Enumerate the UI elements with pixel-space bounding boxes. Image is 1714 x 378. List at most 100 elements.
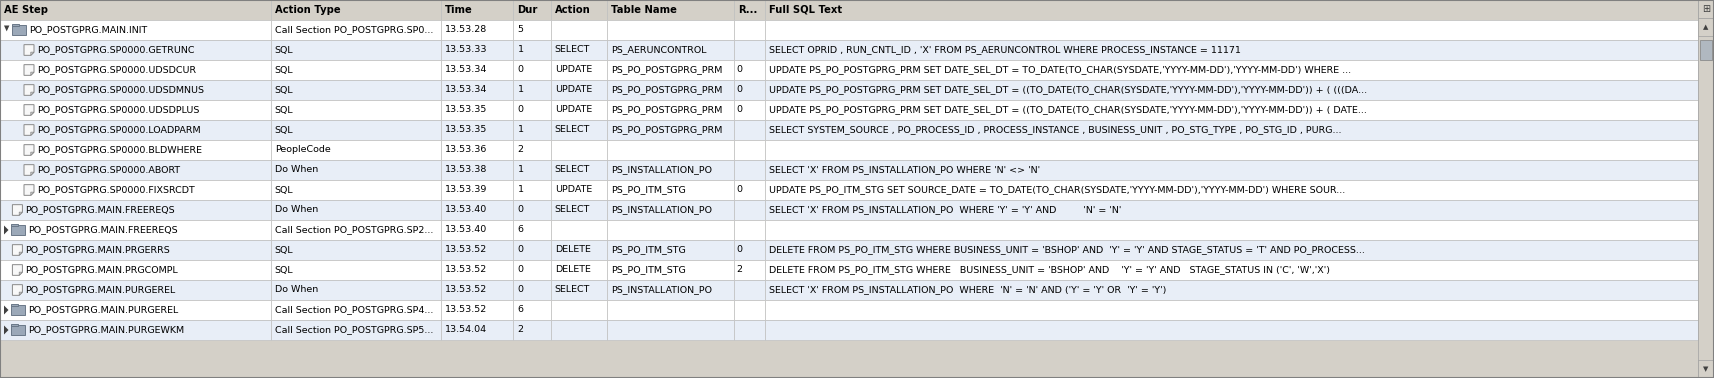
Bar [271,160,440,180]
Bar [440,200,514,220]
Text: AE Step: AE Step [3,5,48,15]
Bar [734,20,764,40]
Bar [550,0,607,20]
Text: 13.53.39: 13.53.39 [444,186,487,195]
Bar [271,180,440,200]
Bar [607,180,734,200]
Bar [440,160,514,180]
Text: SQL: SQL [274,65,293,74]
Text: SELECT 'X' FROM PS_INSTALLATION_PO WHERE 'N' <> 'N': SELECT 'X' FROM PS_INSTALLATION_PO WHERE… [770,166,1040,175]
Bar [550,20,607,40]
Text: PS_AERUNCONTROL: PS_AERUNCONTROL [612,45,706,54]
Bar [514,0,550,20]
Text: UPDATE PS_PO_POSTGPRG_PRM SET DATE_SEL_DT = ((TO_DATE(TO_CHAR(SYSDATE,'YYYY-MM-D: UPDATE PS_PO_POSTGPRG_PRM SET DATE_SEL_D… [770,105,1368,115]
Text: SQL: SQL [274,125,293,135]
Text: 0: 0 [737,245,742,254]
Text: PO_POSTGPRG.MAIN.FREEREQS: PO_POSTGPRG.MAIN.FREEREQS [29,226,178,234]
Polygon shape [31,172,34,175]
Bar [440,300,514,320]
Text: ▲: ▲ [1704,24,1709,30]
Polygon shape [24,85,34,95]
Text: 0: 0 [737,85,742,94]
Bar [550,60,607,80]
Bar [734,40,764,60]
Bar [764,320,1699,340]
Text: 2: 2 [737,265,742,274]
Bar [550,280,607,300]
Text: UPDATE PS_PO_POSTGPRG_PRM SET DATE_SEL_DT = TO_DATE(TO_CHAR(SYSDATE,'YYYY-MM-DD': UPDATE PS_PO_POSTGPRG_PRM SET DATE_SEL_D… [770,65,1351,74]
Text: SQL: SQL [274,85,293,94]
Bar [514,160,550,180]
Polygon shape [24,145,34,155]
Text: UPDATE: UPDATE [555,186,591,195]
Bar [514,320,550,340]
Bar [734,140,764,160]
Polygon shape [3,226,9,234]
Polygon shape [24,45,34,55]
Text: ⊞: ⊞ [1702,4,1711,14]
Text: SELECT: SELECT [555,125,590,135]
Text: 13.53.52: 13.53.52 [444,265,487,274]
Bar [764,200,1699,220]
Polygon shape [31,52,34,55]
Polygon shape [19,272,22,275]
Bar [271,240,440,260]
Bar [440,260,514,280]
Text: Call Section PO_POSTGPRG.SP4...: Call Section PO_POSTGPRG.SP4... [274,305,434,314]
Bar [271,60,440,80]
Bar [550,260,607,280]
Polygon shape [19,252,22,255]
Bar [440,280,514,300]
Polygon shape [31,132,34,135]
Bar [607,260,734,280]
Bar [514,100,550,120]
Bar [514,120,550,140]
Text: PO_POSTGPRG.SP0000.ABORT: PO_POSTGPRG.SP0000.ABORT [38,166,180,175]
Text: 13.53.52: 13.53.52 [444,245,487,254]
Bar [734,240,764,260]
Text: PO_POSTGPRG.MAIN.PRGCOMPL: PO_POSTGPRG.MAIN.PRGCOMPL [26,265,178,274]
Bar [607,100,734,120]
Bar [12,224,17,226]
Text: SELECT: SELECT [555,206,590,214]
Text: Action: Action [555,5,591,15]
Text: PS_PO_POSTGPRG_PRM: PS_PO_POSTGPRG_PRM [612,85,723,94]
Bar [0,300,271,320]
Bar [764,80,1699,100]
Bar [550,180,607,200]
Bar [0,120,271,140]
Bar [550,140,607,160]
Bar [440,140,514,160]
Bar [271,20,440,40]
Text: 0: 0 [518,285,523,294]
Bar [734,260,764,280]
Text: PO_POSTGPRG.MAIN.FREEREQS: PO_POSTGPRG.MAIN.FREEREQS [26,206,175,214]
Text: 13.53.35: 13.53.35 [444,125,487,135]
Bar [734,0,764,20]
Text: PO_POSTGPRG.SP0000.UDSDCUR: PO_POSTGPRG.SP0000.UDSDCUR [38,65,195,74]
Text: PO_POSTGPRG.SP0000.FIXSRCDT: PO_POSTGPRG.SP0000.FIXSRCDT [38,186,195,195]
Bar [764,160,1699,180]
Bar [0,160,271,180]
Bar [734,160,764,180]
Text: SQL: SQL [274,45,293,54]
Bar [514,280,550,300]
Bar [440,320,514,340]
Bar [0,140,271,160]
Bar [1699,360,1714,378]
Text: SQL: SQL [274,265,293,274]
Polygon shape [31,72,34,75]
Text: UPDATE: UPDATE [555,65,591,74]
Text: PO_POSTGPRG.MAIN.INIT: PO_POSTGPRG.MAIN.INIT [29,25,147,34]
Bar [550,320,607,340]
Bar [0,280,271,300]
Text: 13.53.34: 13.53.34 [444,65,487,74]
Bar [12,25,26,35]
Bar [514,80,550,100]
Bar [550,160,607,180]
Bar [764,0,1699,20]
Bar [514,180,550,200]
Bar [764,260,1699,280]
Bar [271,280,440,300]
Bar [271,320,440,340]
